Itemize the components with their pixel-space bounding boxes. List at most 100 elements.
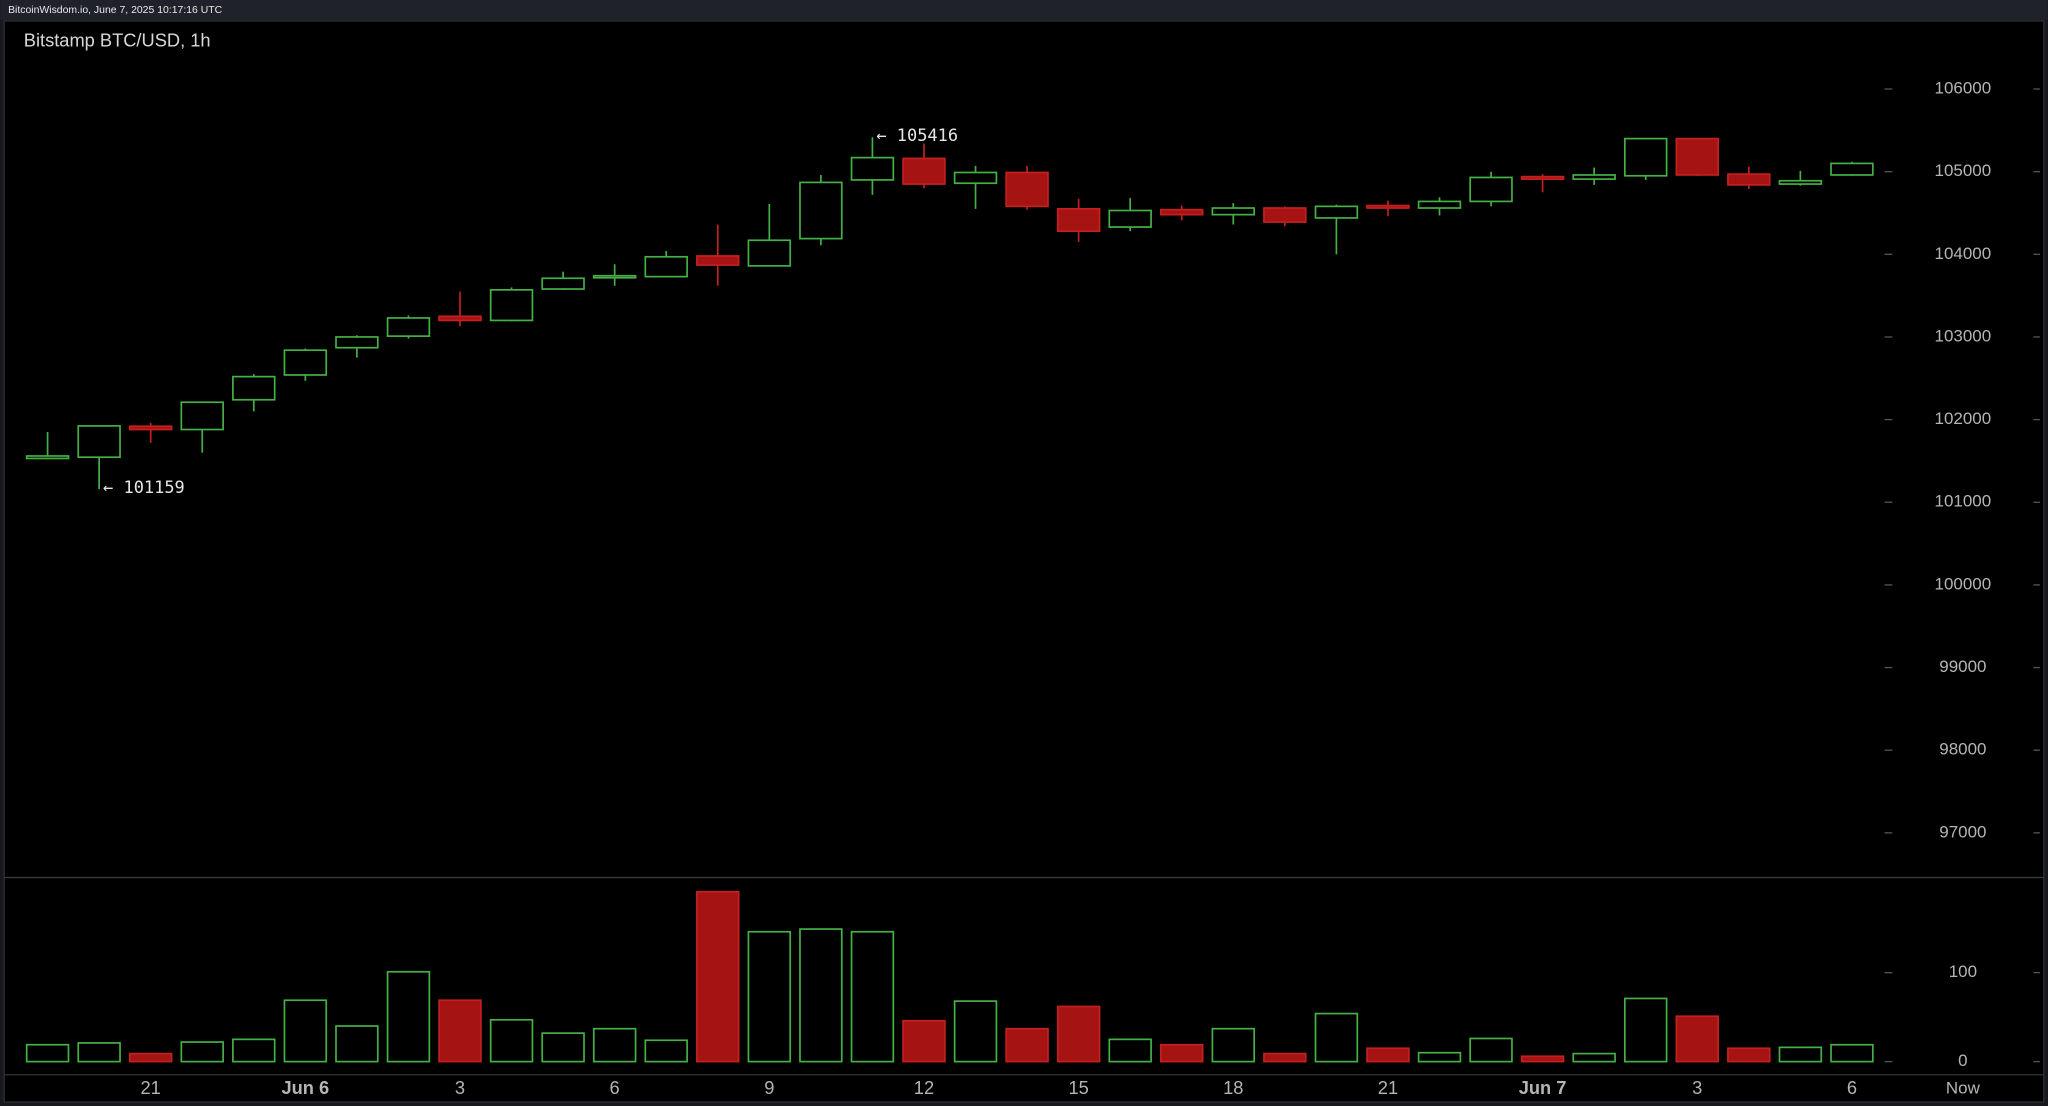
volume-bar — [438, 999, 482, 1063]
volume-bar — [335, 1025, 379, 1063]
volume-bar — [1469, 1037, 1513, 1063]
candle-body — [1211, 207, 1256, 216]
candle-body — [180, 401, 224, 431]
volume-bar — [1056, 1005, 1101, 1063]
y-tick-label: 106000 — [1935, 78, 1992, 97]
x-tick-label: Jun 6 — [281, 1077, 329, 1098]
candle-body — [489, 289, 534, 322]
x-tick-label: 6 — [1847, 1077, 1857, 1098]
volume-bar — [747, 930, 792, 1063]
candle-body — [953, 171, 998, 185]
y-tick-label: 99000 — [1939, 657, 1986, 676]
candle-body — [1830, 162, 1874, 176]
chart-title: Bitstamp BTC/USD, 1h — [24, 30, 211, 51]
x-tick-label: Jun 7 — [1519, 1077, 1567, 1098]
x-tick-label: 21 — [1378, 1077, 1398, 1098]
volume-bar — [1005, 1027, 1049, 1063]
candle-body — [1572, 174, 1616, 180]
volume-bar — [799, 928, 843, 1063]
volume-bar — [1623, 997, 1668, 1063]
volume-bar — [953, 1000, 998, 1063]
volume-bar — [850, 930, 895, 1063]
volume-bar — [77, 1042, 121, 1063]
volume-bar — [1263, 1052, 1307, 1063]
candle-body — [1108, 209, 1152, 228]
candle-body — [1623, 137, 1668, 177]
volume-bar — [902, 1019, 946, 1063]
volume-bar — [1727, 1047, 1771, 1063]
candle-body — [541, 277, 585, 290]
volume-bar — [128, 1052, 173, 1063]
candle-body — [438, 315, 482, 322]
volume-bar — [283, 999, 328, 1063]
candle-body — [283, 349, 328, 376]
candle-body — [1675, 137, 1720, 176]
candle-body — [799, 181, 843, 240]
y-tick-label: 105000 — [1935, 161, 1992, 180]
candle-body — [1263, 207, 1307, 223]
candle-body — [747, 239, 792, 267]
volume-bar — [1211, 1027, 1256, 1063]
y-tick-label: 101000 — [1935, 492, 1992, 511]
x-tick-label: 18 — [1223, 1077, 1243, 1098]
volume-bar — [644, 1039, 688, 1063]
y-tick-label: 97000 — [1939, 822, 1986, 841]
volume-bar — [1830, 1043, 1874, 1063]
high-annotation: ← 105416 — [876, 126, 958, 146]
volume-bar — [25, 1043, 70, 1063]
header-bar — [0, 0, 2048, 20]
volume-bar — [489, 1018, 534, 1063]
now-label: Now — [1946, 1079, 1981, 1098]
volume-bar — [592, 1027, 637, 1063]
x-tick-label: 12 — [914, 1077, 934, 1098]
candle-body — [128, 425, 173, 431]
x-tick-label: 6 — [610, 1077, 620, 1098]
candle-body — [850, 156, 895, 181]
x-tick-label: 3 — [455, 1077, 465, 1098]
volume-bar — [541, 1032, 585, 1063]
x-tick-label: 21 — [141, 1077, 161, 1098]
y-tick-label: 104000 — [1935, 244, 1992, 263]
volume-bar — [1366, 1047, 1410, 1063]
candle-body — [902, 157, 946, 185]
candle-body — [1314, 205, 1359, 219]
candle-body — [1520, 175, 1565, 180]
candle-body — [1056, 208, 1101, 233]
candle-body — [1778, 179, 1823, 185]
x-tick-label: 3 — [1692, 1077, 1702, 1098]
candle-body — [1159, 208, 1204, 216]
candle-body — [1005, 171, 1049, 208]
volume-bar — [232, 1038, 276, 1063]
x-tick-label: 15 — [1068, 1077, 1088, 1098]
y-tick-label: 100000 — [1935, 574, 1992, 593]
volume-bar — [1520, 1055, 1565, 1063]
source-text: BitcoinWisdom.io, June 7, 2025 10:17:16 … — [8, 5, 223, 16]
candle-body — [696, 255, 740, 266]
volume-bar — [1778, 1046, 1823, 1063]
volume-bar — [1159, 1043, 1204, 1063]
candle-body — [1727, 173, 1771, 186]
low-annotation: ← 101159 — [103, 478, 185, 498]
candle-body — [644, 255, 688, 278]
candle-body — [592, 274, 637, 279]
candle-body — [386, 317, 431, 337]
volume-bar — [1417, 1051, 1462, 1063]
y-tick-label: 102000 — [1935, 409, 1992, 428]
volume-bar — [1675, 1015, 1720, 1063]
candle-body — [335, 336, 379, 349]
volume-bar — [696, 890, 740, 1063]
x-tick-label: 9 — [764, 1077, 774, 1098]
candle-body — [1469, 176, 1513, 203]
volume-bar — [386, 970, 431, 1063]
volume-bar — [1572, 1052, 1616, 1063]
volume-tick-label: 0 — [1958, 1051, 1967, 1070]
y-tick-label: 103000 — [1935, 326, 1992, 345]
volume-tick-label: 100 — [1949, 962, 1977, 981]
candle-body — [77, 425, 121, 459]
y-tick-label: 98000 — [1939, 740, 1986, 759]
volume-bar — [1108, 1038, 1152, 1063]
volume-bar — [180, 1041, 224, 1063]
candle-body — [25, 455, 70, 460]
